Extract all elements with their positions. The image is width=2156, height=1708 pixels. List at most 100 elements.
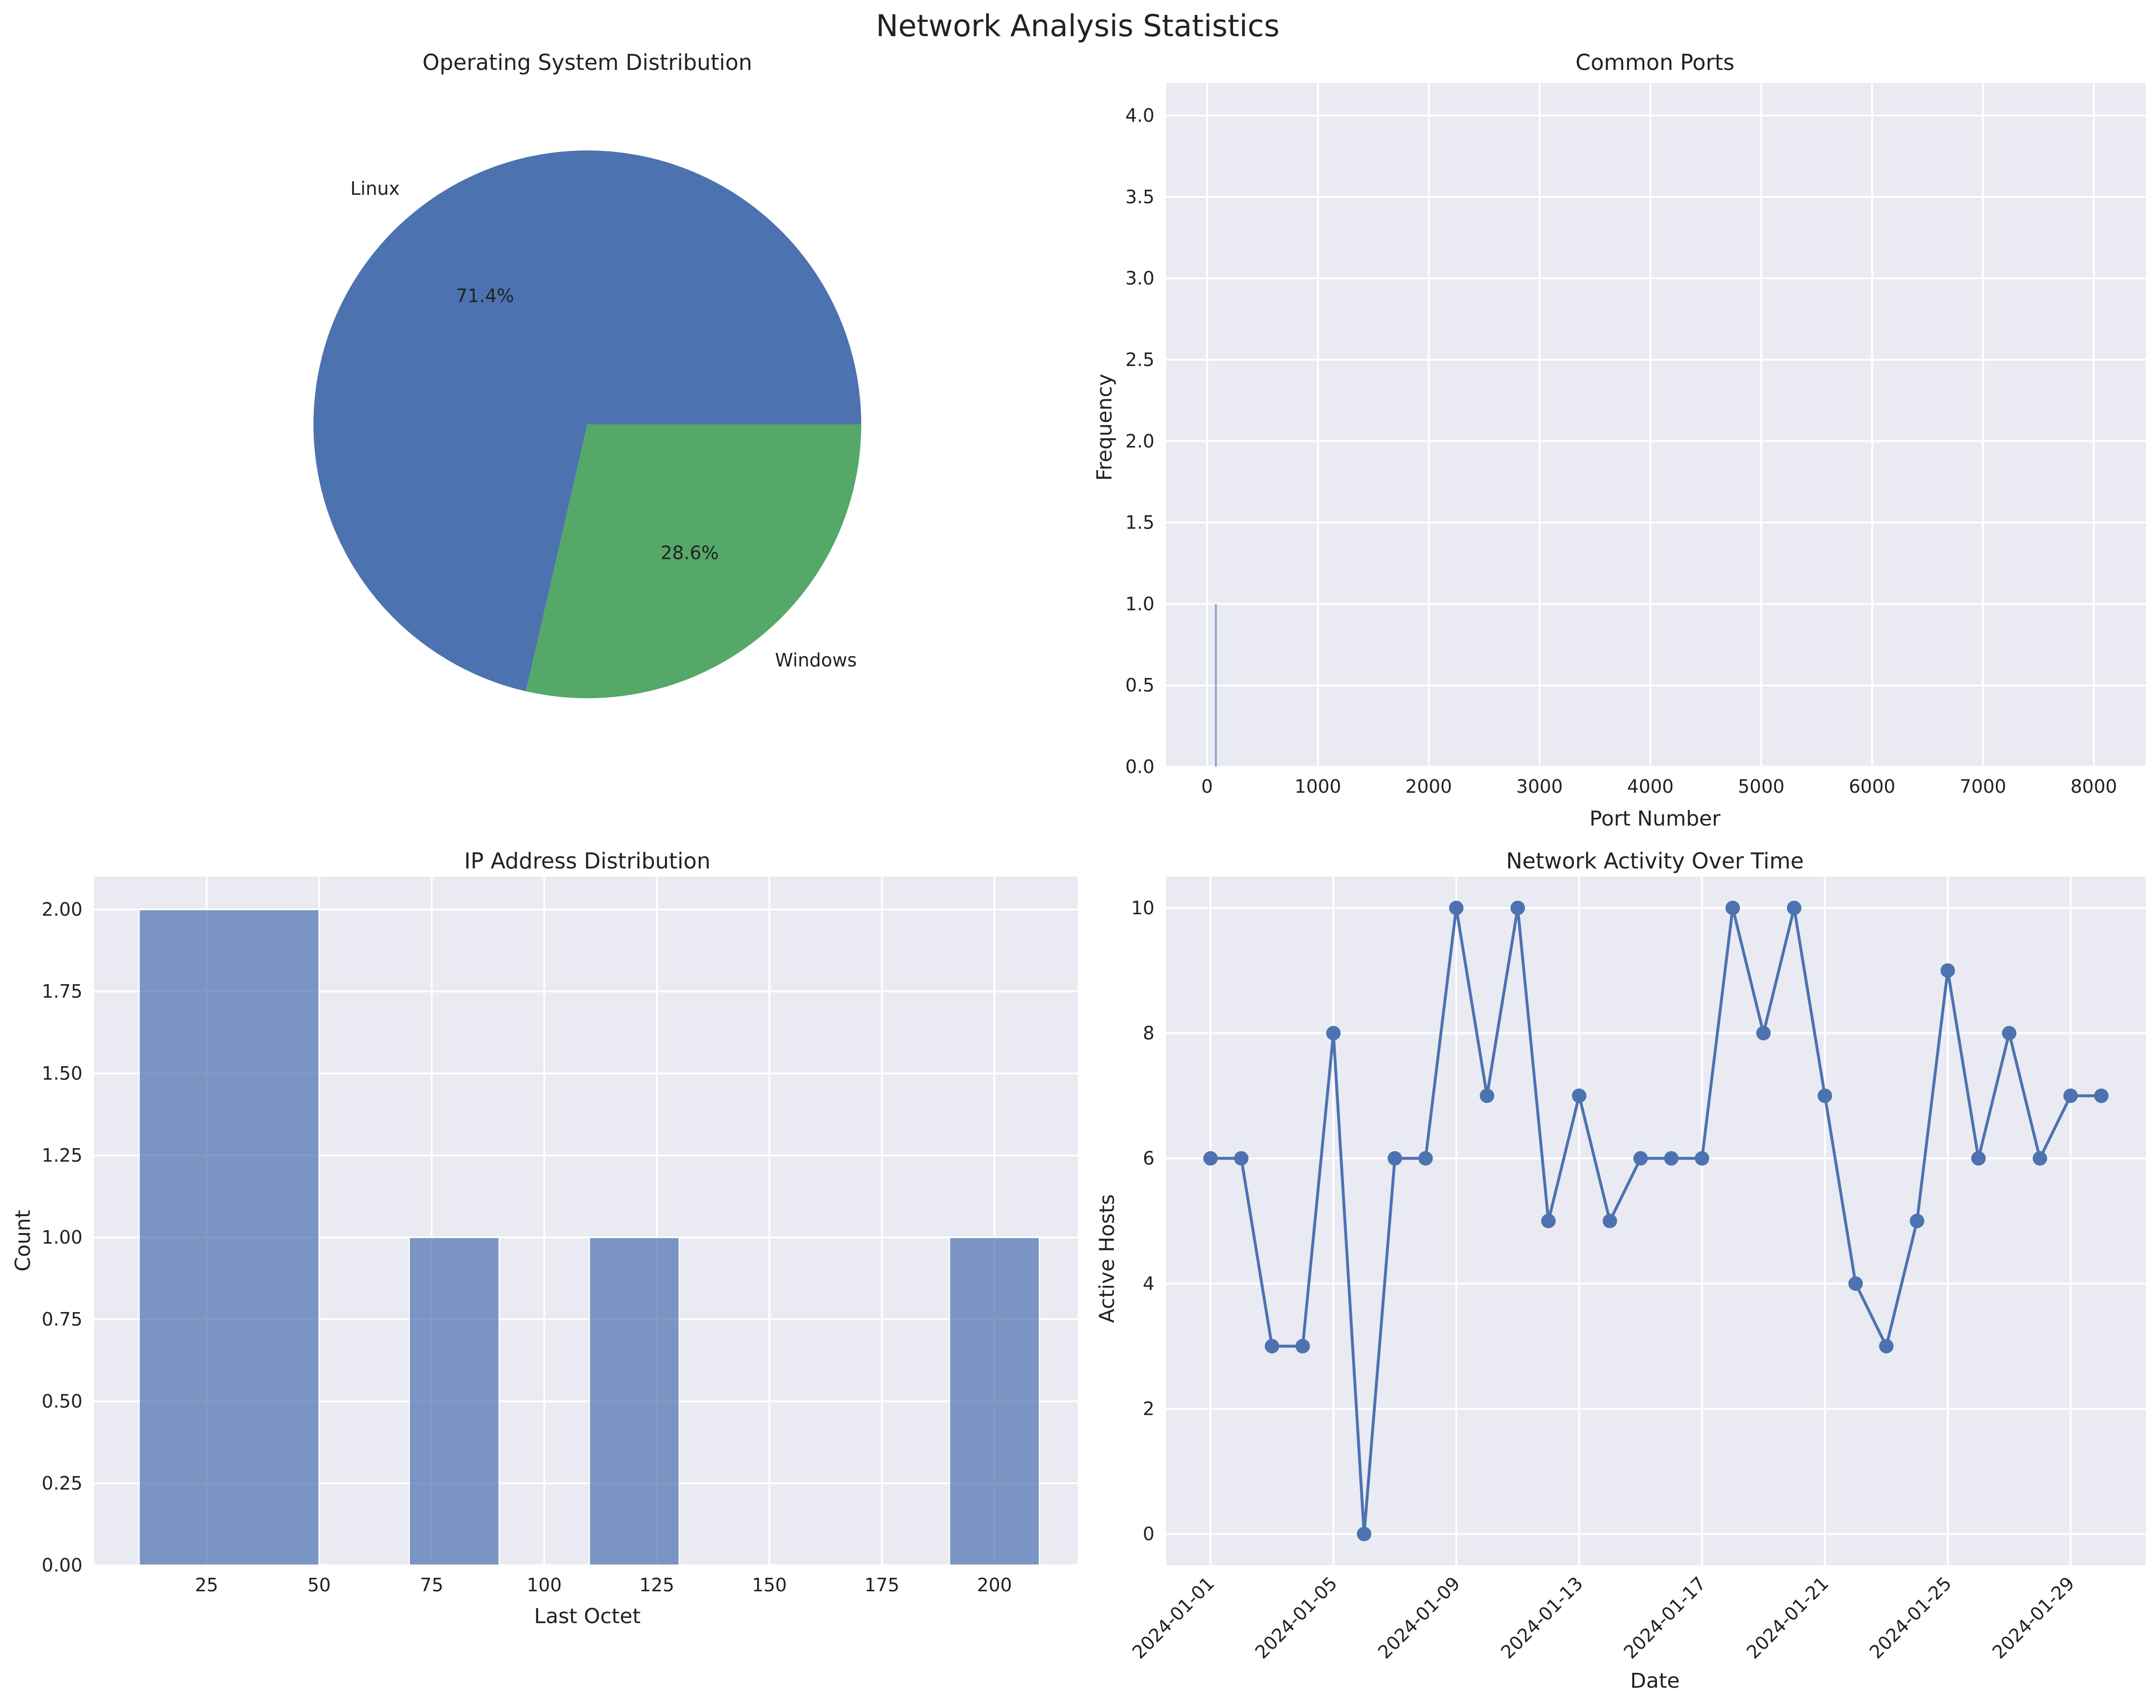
ip-x-tick-label: 150 bbox=[752, 1574, 787, 1596]
ip-distribution-chart: IP Address Distribution Last Octet Count… bbox=[11, 848, 1078, 1628]
activity-series-line bbox=[1210, 906, 2102, 1536]
pie-slice-linux bbox=[313, 150, 861, 691]
ports-y-tick-label: 3.5 bbox=[1125, 186, 1154, 207]
ip-y-tick-label: 1.75 bbox=[41, 981, 82, 1002]
ports-y-tick-label: 1.5 bbox=[1125, 512, 1154, 533]
activity-point-2024-01-29 bbox=[2063, 1088, 2078, 1103]
ports-x-tick-label: 7000 bbox=[1960, 776, 2007, 797]
activity-y-tick-label: 2 bbox=[1143, 1398, 1154, 1419]
activity-point-2024-01-12 bbox=[1541, 1214, 1556, 1228]
ip-x-tick-label: 75 bbox=[420, 1574, 443, 1596]
activity-point-2024-01-27 bbox=[2002, 1026, 2017, 1041]
activity-point-2024-01-23 bbox=[1879, 1339, 1894, 1354]
activity-point-2024-01-18 bbox=[1725, 900, 1740, 915]
ports-y-tick-label: 2.5 bbox=[1125, 349, 1154, 370]
ports-plot-area bbox=[1166, 83, 2146, 767]
activity-point-2024-01-19 bbox=[1756, 1026, 1771, 1041]
pie-label-windows: Windows bbox=[775, 650, 857, 671]
activity-point-2024-01-16 bbox=[1664, 1151, 1679, 1166]
activity-point-2024-01-22 bbox=[1848, 1276, 1863, 1291]
ip-x-tick-label: 175 bbox=[865, 1574, 900, 1596]
ports-bar-80 bbox=[1215, 604, 1217, 767]
ports-y-tick-label: 1.0 bbox=[1125, 593, 1154, 614]
ports-y-tick-label: 4.0 bbox=[1125, 105, 1154, 126]
pie-label-linux: Linux bbox=[350, 178, 399, 199]
ports-x-tick-label: 6000 bbox=[1849, 776, 1896, 797]
ip-y-tick-label: 1.00 bbox=[41, 1227, 82, 1248]
os-distribution-pie-chart: Operating System Distribution Linux 71.4%… bbox=[313, 50, 861, 698]
activity-point-2024-01-25 bbox=[1940, 963, 1955, 978]
ip-y-tick-label: 0.25 bbox=[41, 1473, 82, 1494]
activity-point-2024-01-30 bbox=[2094, 1088, 2109, 1103]
ip-bar-3 bbox=[949, 1236, 1041, 1566]
ip-y-tick-label: 0.75 bbox=[41, 1309, 82, 1330]
activity-point-2024-01-15 bbox=[1633, 1151, 1648, 1166]
activity-point-2024-01-28 bbox=[2033, 1151, 2048, 1166]
pie-chart-title: Operating System Distribution bbox=[422, 50, 752, 75]
activity-point-2024-01-05 bbox=[1326, 1026, 1341, 1041]
ports-x-tick-label: 8000 bbox=[2071, 776, 2117, 797]
ports-x-tick-label: 1000 bbox=[1295, 776, 1342, 797]
ip-chart-title: IP Address Distribution bbox=[464, 848, 711, 874]
activity-point-2024-01-01 bbox=[1203, 1151, 1218, 1166]
activity-point-2024-01-14 bbox=[1602, 1214, 1617, 1228]
figure-title: Network Analysis Statistics bbox=[876, 8, 1279, 43]
pie-percent-linux: 71.4% bbox=[456, 285, 514, 306]
ip-bar-0 bbox=[138, 908, 320, 1566]
activity-point-2024-01-26 bbox=[1971, 1151, 1986, 1166]
activity-point-2024-01-02 bbox=[1234, 1151, 1249, 1166]
ip-bar-2 bbox=[588, 1236, 680, 1566]
activity-point-2024-01-10 bbox=[1479, 1088, 1494, 1103]
ports-x-tick-label: 0 bbox=[1201, 776, 1213, 797]
ip-y-tick-label: 1.50 bbox=[41, 1063, 82, 1084]
ip-x-tick-label: 100 bbox=[527, 1574, 562, 1596]
ip-x-tick-label: 25 bbox=[195, 1574, 218, 1596]
activity-point-2024-01-20 bbox=[1787, 900, 1802, 915]
ports-x-tick-label: 5000 bbox=[1738, 776, 1785, 797]
activity-y-tick-label: 8 bbox=[1143, 1023, 1154, 1044]
ports-y-tick-label: 3.0 bbox=[1125, 268, 1154, 289]
ports-y-tick-label: 0.5 bbox=[1125, 675, 1154, 696]
common-ports-chart: Common Ports Port Number Frequency 0 1000… bbox=[1093, 50, 2146, 831]
ports-y-axis-label: Frequency bbox=[1093, 374, 1117, 481]
activity-y-tick-label: 4 bbox=[1143, 1273, 1154, 1294]
pie-percent-windows: 28.6% bbox=[661, 542, 719, 564]
activity-y-axis-label: Active Hosts bbox=[1095, 1194, 1119, 1323]
ip-bar-1 bbox=[408, 1236, 500, 1566]
activity-point-2024-01-24 bbox=[1910, 1214, 1925, 1228]
ports-chart-title: Common Ports bbox=[1575, 50, 1735, 75]
activity-point-2024-01-11 bbox=[1510, 900, 1525, 915]
ports-x-tick-label: 3000 bbox=[1516, 776, 1563, 797]
ports-x-tick-label: 4000 bbox=[1627, 776, 1674, 797]
activity-point-2024-01-17 bbox=[1695, 1151, 1709, 1166]
activity-point-2024-01-09 bbox=[1449, 900, 1464, 915]
activity-y-tick-label: 10 bbox=[1131, 897, 1154, 919]
activity-point-2024-01-08 bbox=[1418, 1151, 1433, 1166]
activity-point-2024-01-07 bbox=[1387, 1151, 1402, 1166]
activity-point-2024-01-21 bbox=[1817, 1088, 1832, 1103]
ports-y-tick-label: 2.0 bbox=[1125, 431, 1154, 452]
ports-x-axis-label: Port Number bbox=[1589, 807, 1721, 831]
activity-point-2024-01-13 bbox=[1572, 1088, 1586, 1103]
activity-point-2024-01-06 bbox=[1356, 1527, 1371, 1542]
ip-y-tick-label: 0.00 bbox=[41, 1555, 82, 1576]
ip-y-tick-label: 2.00 bbox=[41, 899, 82, 920]
ip-x-tick-label: 50 bbox=[308, 1574, 331, 1596]
activity-y-tick-label: 0 bbox=[1143, 1523, 1154, 1545]
ip-y-tick-label: 1.25 bbox=[41, 1145, 82, 1166]
activity-plot-area bbox=[1166, 877, 2146, 1565]
activity-point-2024-01-03 bbox=[1264, 1339, 1279, 1354]
activity-y-tick-label: 6 bbox=[1143, 1148, 1154, 1169]
activity-point-2024-01-04 bbox=[1295, 1339, 1310, 1354]
ports-y-tick-label: 0.0 bbox=[1125, 756, 1154, 777]
ports-x-tick-label: 2000 bbox=[1405, 776, 1452, 797]
ip-x-axis-label: Last Octet bbox=[534, 1604, 641, 1628]
ip-x-tick-label: 125 bbox=[639, 1574, 675, 1596]
activity-chart-title: Network Activity Over Time bbox=[1506, 848, 1803, 874]
ip-y-tick-label: 0.50 bbox=[41, 1391, 82, 1412]
ip-x-tick-label: 200 bbox=[977, 1574, 1012, 1596]
ip-y-axis-label: Count bbox=[11, 1210, 35, 1272]
pie-slice-windows bbox=[526, 424, 861, 698]
activity-x-axis-label: Date bbox=[1630, 1669, 1680, 1693]
